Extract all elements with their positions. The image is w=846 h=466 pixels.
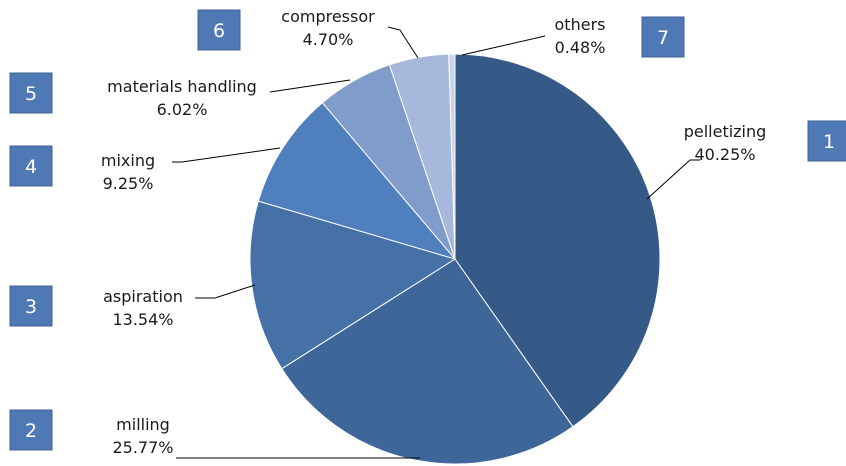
slice-value-aspiration: 13.54% — [112, 310, 173, 329]
badge-box-5 — [9, 72, 53, 114]
badge-7: 7 — [641, 16, 685, 58]
badge-box-2 — [9, 409, 53, 451]
leader-pelletizing — [646, 159, 700, 200]
badge-number-7: 7 — [657, 27, 669, 49]
slice-value-milling: 25.77% — [112, 438, 173, 457]
slice-milling — [281, 258, 574, 465]
slice-label-aspiration: aspiration — [103, 287, 183, 306]
slice-value-mixing: 9.25% — [103, 174, 154, 193]
leader-aspiration — [195, 284, 256, 299]
badge-4: 4 — [9, 145, 53, 187]
leader-others — [461, 35, 546, 56]
badge-1: 1 — [807, 120, 846, 162]
index-badges: 1 2 3 4 5 6 7 — [9, 9, 846, 451]
leader-lines — [172, 26, 700, 459]
leader-mixing — [172, 147, 281, 163]
slice-aspiration — [249, 200, 457, 370]
pie-slices — [249, 53, 661, 465]
badge-box-3 — [9, 285, 53, 327]
slice-value-pelletizing: 40.25% — [694, 145, 755, 164]
slice-label-mixing: mixing — [101, 151, 155, 170]
slice-value-materials-handling: 6.02% — [157, 100, 208, 119]
badge-box-7 — [641, 16, 685, 58]
badge-number-5: 5 — [25, 83, 37, 105]
leader-materials-handling — [269, 79, 351, 93]
badge-2: 2 — [9, 409, 53, 451]
slice-value-others: 0.48% — [555, 38, 606, 57]
slice-others — [448, 53, 456, 260]
slice-value-compressor: 4.70% — [303, 30, 354, 49]
badge-box-4 — [9, 145, 53, 187]
slice-pelletizing — [454, 53, 661, 428]
badge-number-4: 4 — [25, 156, 37, 178]
leader-compressor — [387, 26, 419, 59]
badge-number-6: 6 — [213, 20, 225, 42]
slice-label-pelletizing: pelletizing — [684, 122, 767, 141]
badge-box-1 — [807, 120, 846, 162]
slice-labels: pelletizing 40.25% milling 25.77% aspiration… — [101, 7, 766, 457]
slice-mixing — [257, 101, 457, 260]
badge-3: 3 — [9, 285, 53, 327]
slice-label-compressor: compressor — [281, 7, 375, 26]
badge-5: 5 — [9, 72, 53, 114]
slice-label-others: others — [555, 15, 606, 34]
slice-label-materials-handling: materials handling — [107, 77, 257, 96]
badge-number-1: 1 — [823, 131, 835, 153]
badge-number-2: 2 — [25, 420, 37, 442]
badge-number-3: 3 — [25, 296, 37, 318]
badge-box-6 — [197, 9, 241, 51]
slice-label-milling: milling — [116, 415, 170, 434]
badge-6: 6 — [197, 9, 241, 51]
